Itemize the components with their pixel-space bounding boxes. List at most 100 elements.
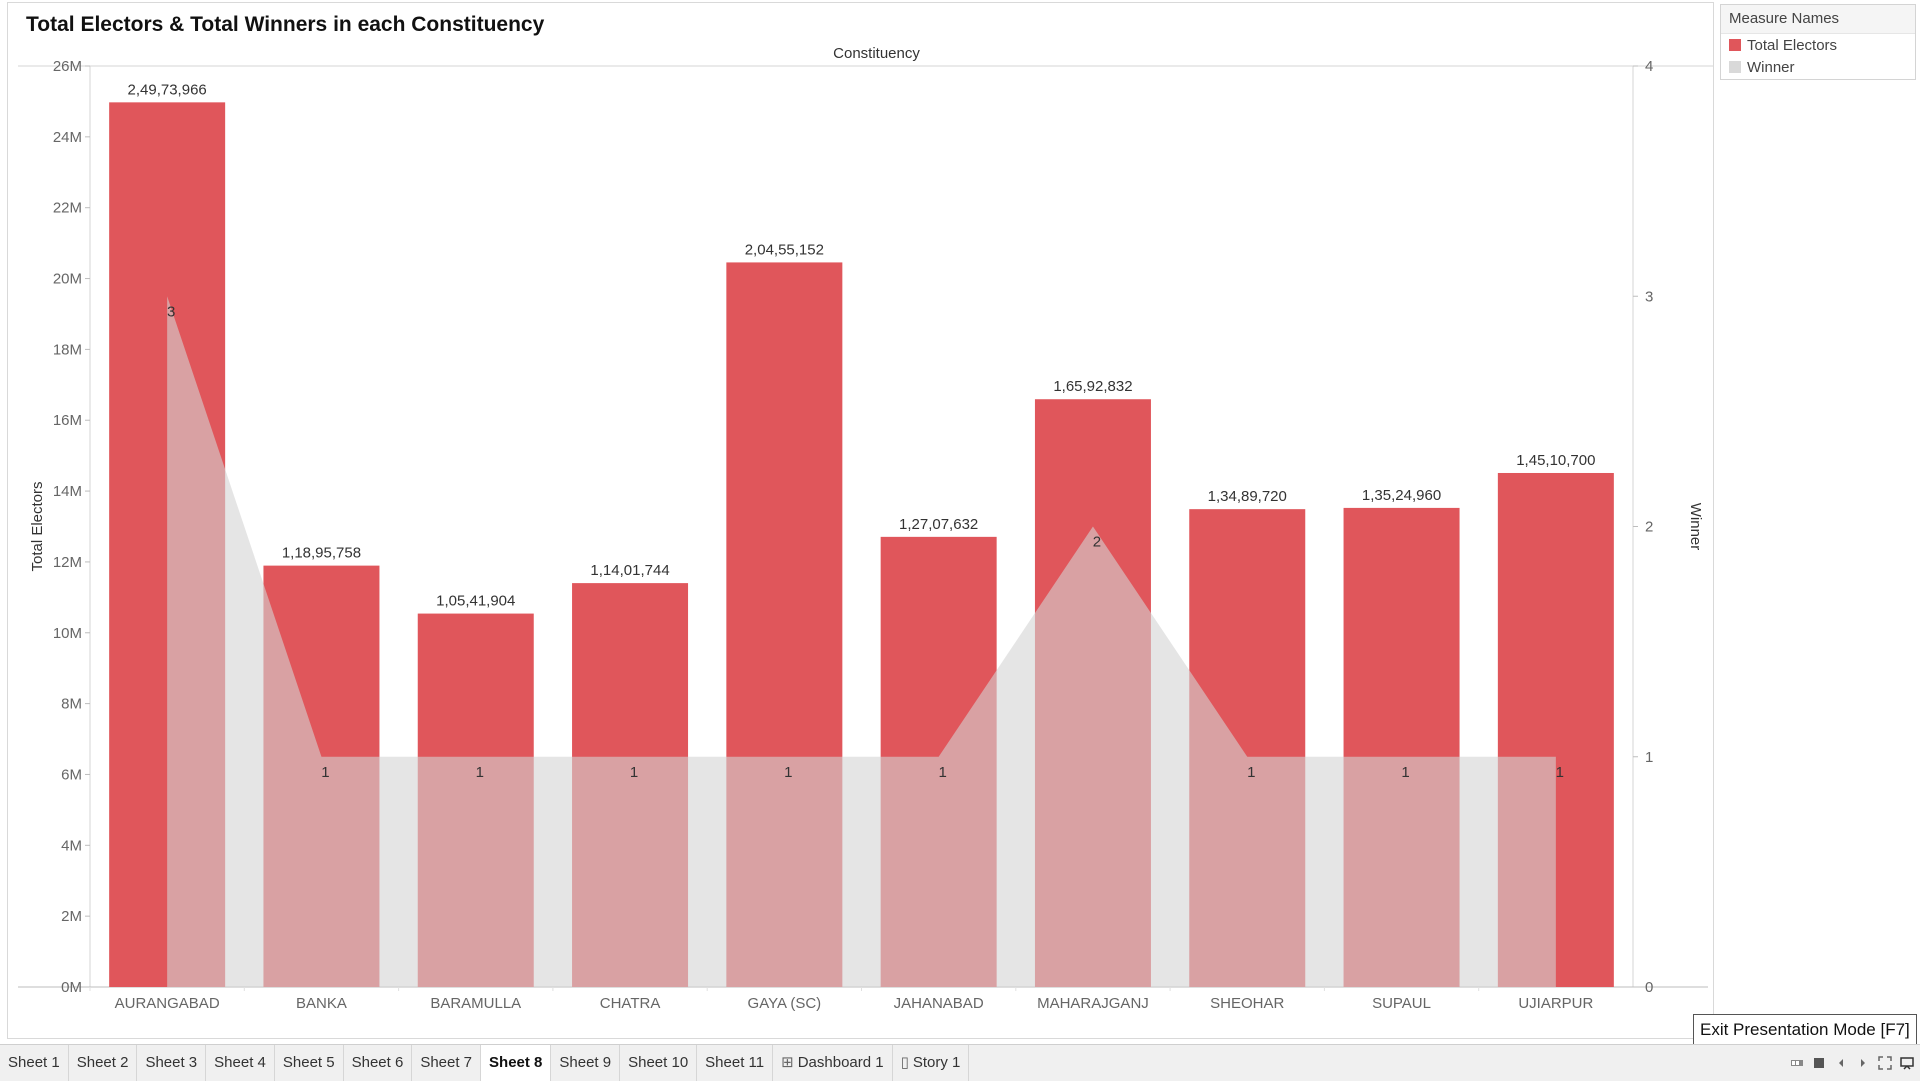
tab-label: Sheet 4: [214, 1054, 266, 1071]
tab-label: Sheet 2: [76, 1054, 129, 1071]
sheet-tabs: Sheet 1 Sheet 2 Sheet 3 Sheet 4 Sheet 5 Sheet…: [0, 1045, 970, 1081]
chart: Constituency0M2M4M6M8M10M12M14M16M18M20M…: [18, 45, 1713, 1012]
legend: Measure Names Total Electors Winner: [1720, 4, 1916, 80]
x-tick-label: BARAMULLA: [430, 995, 521, 1012]
tab-sheet-2[interactable]: Sheet 2: [69, 1045, 138, 1081]
tab-sheet-4[interactable]: Sheet 4: [206, 1045, 275, 1081]
legend-swatch-winner: [1729, 61, 1741, 73]
sheet-tab-bar: Sheet 1 Sheet 2 Sheet 3 Sheet 4 Sheet 5 Sheet…: [0, 1044, 1920, 1081]
y-left-tick-label: 8M: [61, 696, 82, 713]
tab-label: Sheet 8: [489, 1054, 543, 1071]
tab-sheet-3[interactable]: Sheet 3: [137, 1045, 207, 1081]
data-label-total-electors: 1,05,41,904: [436, 593, 515, 610]
chart-title: Total Electors & Total Winners in each C…: [26, 13, 545, 36]
tab-sheet-6[interactable]: Sheet 6: [344, 1045, 413, 1081]
data-label-total-electors: 1,27,07,632: [899, 516, 978, 533]
x-tick-label: JAHANABAD: [894, 995, 984, 1012]
tab-label: Dashboard 1: [797, 1054, 884, 1071]
tab-sheet-8[interactable]: Sheet 8: [481, 1045, 552, 1081]
x-tick-label: SUPAUL: [1372, 995, 1431, 1012]
legend-swatch-total-electors: [1729, 39, 1741, 51]
y-left-tick-label: 10M: [53, 625, 82, 642]
previous-sheet-icon[interactable]: [1834, 1056, 1848, 1070]
tab-sheet-7[interactable]: Sheet 7: [412, 1045, 482, 1081]
data-label-winner: 1: [1401, 764, 1409, 781]
y-right-axis-title: Winner: [1687, 503, 1704, 551]
y-right-tick-label: 0: [1645, 979, 1653, 996]
data-label-total-electors: 1,65,92,832: [1053, 378, 1132, 395]
y-left-tick-label: 2M: [61, 908, 82, 925]
x-tick-label: SHEOHAR: [1210, 995, 1284, 1012]
tab-story-1[interactable]: ▯ Story 1: [893, 1045, 970, 1081]
exit-presentation-tooltip: Exit Presentation Mode [F7]: [1693, 1014, 1917, 1046]
data-label-winner: 1: [1556, 764, 1564, 781]
data-label-total-electors: 1,18,95,758: [282, 545, 361, 562]
x-tick-label: CHATRA: [600, 995, 661, 1012]
data-label-total-electors: 1,34,89,720: [1208, 488, 1287, 505]
column-header: Constituency: [833, 45, 920, 62]
presentation-mode-icon[interactable]: [1900, 1056, 1914, 1070]
tab-sheet-10[interactable]: Sheet 10: [620, 1045, 698, 1081]
y-left-axis-title: Total Electors: [29, 481, 46, 571]
data-label-winner: 1: [938, 764, 946, 781]
x-tick-label: BANKA: [296, 995, 347, 1012]
tab-label: Sheet 9: [559, 1054, 612, 1071]
data-label-winner: 1: [1247, 764, 1255, 781]
tab-sheet-9[interactable]: Sheet 9: [551, 1045, 621, 1081]
view-controls: [1790, 1056, 1914, 1070]
x-tick-label: UJIARPUR: [1518, 995, 1593, 1012]
y-left-tick-label: 4M: [61, 837, 82, 854]
y-left-tick-label: 6M: [61, 766, 82, 783]
tab-label: Sheet 1: [8, 1054, 60, 1071]
x-tick-label: AURANGABAD: [115, 995, 220, 1012]
fullscreen-icon[interactable]: [1878, 1056, 1892, 1070]
legend-item-winner[interactable]: Winner: [1721, 58, 1915, 78]
tab-label: Sheet 7: [420, 1054, 473, 1071]
show-tabs-icon[interactable]: [1812, 1056, 1826, 1070]
tab-label: Sheet 10: [628, 1054, 689, 1071]
data-label-total-electors: 1,14,01,744: [590, 562, 669, 579]
legend-item-total-electors[interactable]: Total Electors: [1721, 36, 1915, 56]
y-left-tick-label: 16M: [53, 412, 82, 429]
tab-label: Sheet 6: [351, 1054, 404, 1071]
y-left-tick-label: 20M: [53, 271, 82, 288]
tab-label: Story 1: [912, 1054, 961, 1071]
y-right-tick-label: 4: [1645, 58, 1653, 75]
data-label-total-electors: 2,04,55,152: [745, 241, 824, 258]
y-left-tick-label: 22M: [53, 200, 82, 217]
y-left-tick-label: 14M: [53, 483, 82, 500]
show-filmstrip-icon[interactable]: [1790, 1056, 1804, 1070]
data-label-winner: 3: [167, 303, 175, 320]
data-label-winner: 1: [321, 764, 329, 781]
y-left-tick-label: 0M: [61, 979, 82, 996]
tab-sheet-11[interactable]: Sheet 11: [697, 1045, 774, 1081]
area-winner: [167, 296, 1556, 987]
data-label-total-electors: 1,35,24,960: [1362, 487, 1441, 504]
y-left-tick-label: 26M: [53, 58, 82, 75]
y-left-tick-label: 18M: [53, 341, 82, 358]
x-tick-label: MAHARAJGANJ: [1037, 995, 1149, 1012]
dashboard-icon: ⊞: [781, 1054, 794, 1071]
viz-area: Total Electors & Total Winners in each C…: [7, 2, 1714, 1039]
x-tick-label: GAYA (SC): [748, 995, 822, 1012]
data-label-winner: 1: [630, 764, 638, 781]
data-label-total-electors: 2,49,73,966: [128, 81, 207, 98]
tab-sheet-5[interactable]: Sheet 5: [275, 1045, 344, 1081]
legend-label: Winner: [1747, 59, 1795, 76]
y-left-tick-label: 12M: [53, 554, 82, 571]
data-label-winner: 2: [1093, 534, 1101, 551]
tab-dashboard-1[interactable]: ⊞ Dashboard 1: [773, 1045, 893, 1081]
tab-label: Sheet 3: [145, 1054, 198, 1071]
data-label-total-electors: 1,45,10,700: [1516, 452, 1595, 469]
tab-label: Sheet 5: [282, 1054, 335, 1071]
y-left-tick-label: 24M: [53, 129, 82, 146]
next-sheet-icon[interactable]: [1856, 1056, 1870, 1070]
y-right-tick-label: 2: [1645, 519, 1653, 536]
story-icon: ▯: [900, 1054, 909, 1071]
y-right-tick-label: 1: [1645, 749, 1653, 766]
data-label-winner: 1: [784, 764, 792, 781]
data-label-winner: 1: [476, 764, 484, 781]
tab-label: Sheet 11: [705, 1054, 765, 1071]
tab-sheet-1[interactable]: Sheet 1: [0, 1045, 69, 1081]
y-right-tick-label: 3: [1645, 288, 1653, 305]
